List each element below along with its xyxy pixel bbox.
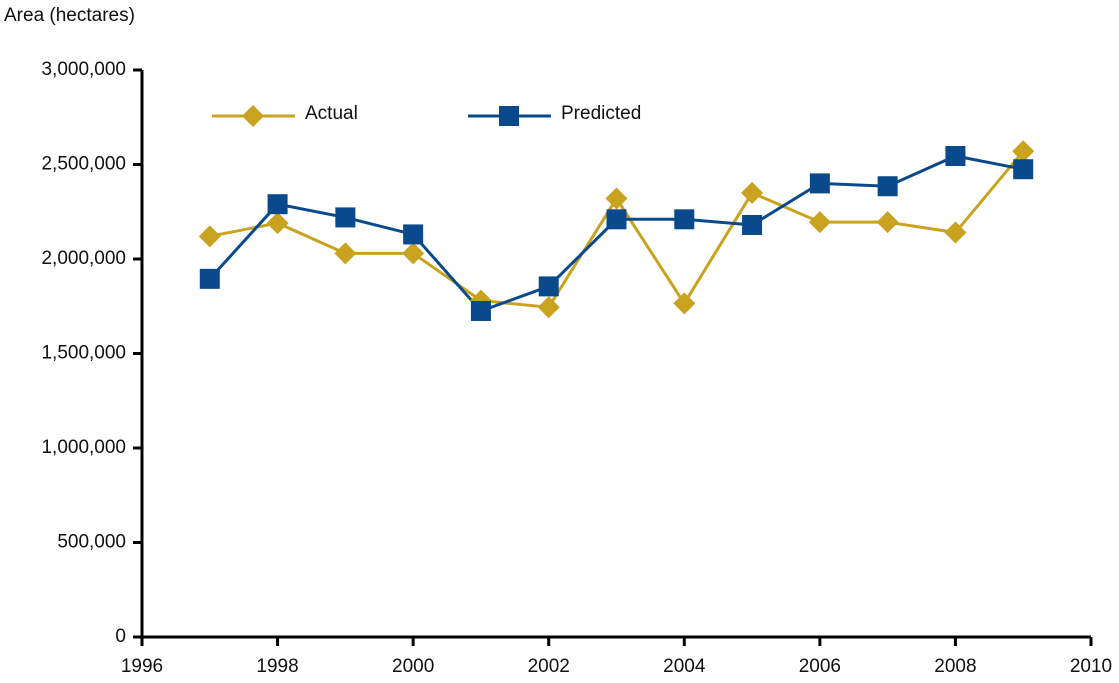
marker <box>674 209 695 230</box>
y-tick-label: 1,000,000 <box>41 437 126 458</box>
marker <box>876 211 899 234</box>
marker <box>402 242 425 265</box>
marker <box>470 300 491 321</box>
marker <box>742 214 763 235</box>
marker <box>673 292 696 315</box>
x-tick-label: 2000 <box>392 656 434 677</box>
legend-label: Predicted <box>561 103 641 124</box>
legend-label: Actual <box>305 103 358 124</box>
y-tick-label: 2,000,000 <box>41 248 126 269</box>
marker <box>1012 140 1035 163</box>
marker <box>877 176 898 197</box>
marker <box>242 105 264 127</box>
x-tick-label: 2002 <box>528 656 570 677</box>
marker <box>808 211 831 234</box>
y-tick-label: 2,500,000 <box>41 154 126 175</box>
y-axis-label: Area (hectares) <box>4 5 135 26</box>
marker <box>335 207 356 228</box>
marker <box>741 181 764 204</box>
y-tick-label: 500,000 <box>57 532 126 553</box>
x-tick-label: 1998 <box>256 656 298 677</box>
marker <box>605 187 628 210</box>
y-tick-label: 3,000,000 <box>41 59 126 80</box>
marker <box>499 106 519 126</box>
marker <box>267 194 288 215</box>
marker <box>1013 159 1034 180</box>
marker <box>944 221 967 244</box>
y-tick-label: 1,500,000 <box>41 343 126 364</box>
marker <box>538 276 559 297</box>
x-tick-label: 2004 <box>663 656 706 677</box>
y-tick-label: 0 <box>115 626 126 647</box>
marker <box>537 296 560 319</box>
marker <box>334 242 357 265</box>
marker <box>403 224 424 245</box>
x-tick-label: 2010 <box>1070 656 1112 677</box>
marker <box>809 173 830 194</box>
x-tick-label: 2006 <box>799 656 841 677</box>
marker <box>199 268 220 289</box>
x-tick-label: 2008 <box>934 656 976 677</box>
series-line <box>208 154 1024 313</box>
marker <box>606 209 627 230</box>
marker <box>198 225 221 248</box>
x-tick-label: 1996 <box>121 656 163 677</box>
marker <box>266 212 289 235</box>
marker <box>945 145 966 166</box>
